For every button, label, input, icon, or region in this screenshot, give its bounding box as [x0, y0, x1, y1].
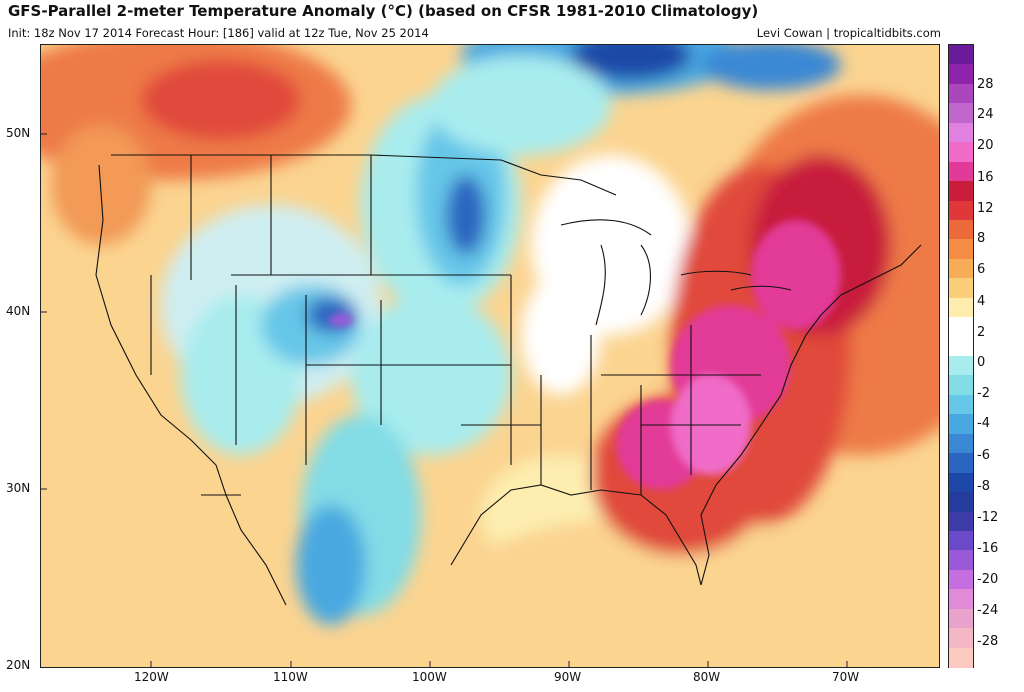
colorbar-swatch: [949, 414, 973, 435]
lon-label-110w: 110W: [273, 670, 308, 684]
colorbar-label: -2: [977, 386, 990, 401]
colorbar-label: 20: [977, 138, 994, 153]
colorbar-swatch: [949, 200, 973, 221]
author-credit: Levi Cowan | tropicaltidbits.com: [756, 26, 941, 40]
colorbar-swatch: [949, 453, 973, 474]
lon-label-120w: 120W: [134, 670, 169, 684]
colorbar-swatch: [949, 278, 973, 299]
boundary-lines: [95, 154, 922, 606]
colorbar-label: 6: [977, 262, 986, 277]
colorbar-swatch: [949, 83, 973, 104]
colorbar-swatch: [949, 142, 973, 163]
init-forecast-info: Init: 18z Nov 17 2014 Forecast Hour: [18…: [8, 26, 429, 40]
colorbar-swatch: [949, 511, 973, 532]
lat-label-40n: 40N: [6, 304, 31, 318]
colorbar-label: 4: [977, 294, 986, 309]
lat-label-20n: 20N: [6, 658, 31, 672]
colorbar-swatch: [949, 589, 973, 610]
colorbar-swatch: [949, 258, 973, 279]
map-title: GFS-Parallel 2-meter Temperature Anomaly…: [8, 2, 759, 20]
anomaly-core: [329, 220, 841, 490]
colorbar-swatch: [949, 492, 973, 512]
colorbar-swatch: [949, 122, 973, 143]
colorbar-swatch: [949, 103, 973, 124]
lat-label-50n: 50N: [6, 126, 31, 140]
colorbar-label: 2: [977, 325, 986, 340]
colorbar-label: -16: [977, 541, 999, 556]
axis-ticks: [41, 133, 848, 667]
colorbar-swatch: [949, 45, 973, 65]
colorbar-swatch: [949, 161, 973, 182]
colorbar-label: 16: [977, 170, 994, 185]
colorbar-label: 0: [977, 355, 986, 370]
colorbar-label: 8: [977, 231, 986, 246]
colorbar-label: 12: [977, 201, 994, 216]
lon-label-100w: 100W: [412, 670, 447, 684]
colorbar-swatch: [949, 336, 973, 357]
lon-label-70w: 70W: [832, 670, 860, 684]
colorbar-swatch: [949, 472, 973, 493]
colorbar-swatch: [949, 64, 973, 85]
colorbar-label: -20: [977, 572, 999, 587]
lon-label-90w: 90W: [554, 670, 582, 684]
colorbar-label: -28: [977, 634, 999, 649]
colorbar-swatch: [949, 647, 973, 668]
colorbar-label: -4: [977, 416, 990, 431]
colorbar-swatch: [949, 394, 973, 415]
colorbar-swatch: [949, 530, 973, 551]
colorbar-swatch: [949, 550, 973, 571]
lon-label-80w: 80W: [693, 670, 721, 684]
colorbar-label: -24: [977, 603, 999, 618]
colorbar-label: -12: [977, 510, 999, 525]
colorbar-swatch: [949, 317, 973, 338]
colorbar-label: 24: [977, 107, 994, 122]
colorbar: [948, 44, 974, 668]
colorbar-swatch: [949, 433, 973, 454]
colorbar-label: 28: [977, 77, 994, 92]
colorbar-swatch: [949, 356, 973, 376]
colorbar-swatch: [949, 569, 973, 590]
colorbar-swatch: [949, 628, 973, 649]
colorbar-swatch: [949, 239, 973, 260]
colorbar-swatch: [949, 181, 973, 201]
colorbar-swatch: [949, 608, 973, 629]
colorbar-label: -6: [977, 448, 990, 463]
colorbar-label: -8: [977, 479, 990, 494]
colorbar-swatch: [949, 219, 973, 240]
map-canvas: [41, 45, 939, 667]
temperature-anomaly-map: [40, 44, 940, 668]
colorbar-swatch: [949, 297, 973, 318]
colorbar-swatch: [949, 375, 973, 396]
lat-label-30n: 30N: [6, 481, 31, 495]
